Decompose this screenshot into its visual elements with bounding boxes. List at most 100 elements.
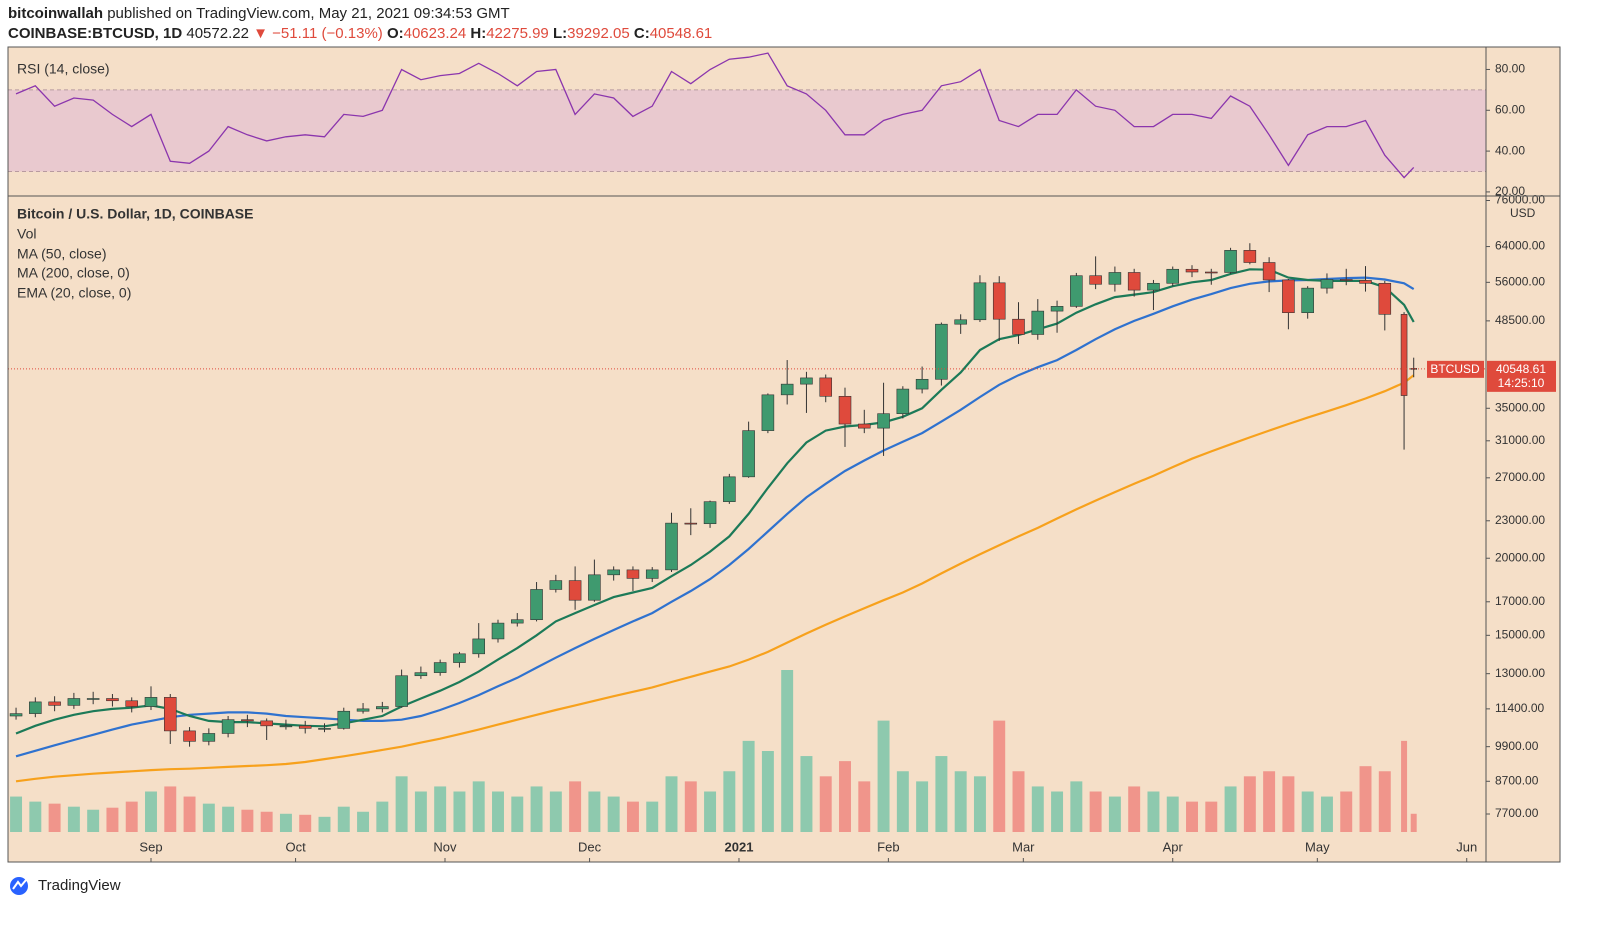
candle-body [530,589,543,621]
volume-bar [549,791,562,832]
volume-bar [492,791,504,832]
y-tick-label: 56000.00 [1495,275,1545,289]
candle-body [337,710,351,729]
header-line: COINBASE:BTCUSD, 1D 40572.22 ▼ −51.11 (−… [8,24,712,44]
volume-bar [1051,791,1064,832]
volume-bar [376,801,389,832]
candle-body [163,697,177,732]
rsi-tick-label: 40.00 [1495,143,1525,157]
rsi-tick-label: 20.00 [1495,184,1525,198]
candle-body [819,377,833,397]
x-tick-label: Sep [139,839,162,854]
candle-body [703,501,717,525]
candle-body [318,728,331,730]
candle-body [414,672,428,677]
brand: TradingView [38,877,121,894]
candle-body [125,700,138,707]
volume-bar [453,791,466,832]
y-tick-label: 76000.00 [1495,193,1545,207]
volume-bar [1320,796,1333,832]
volume-bar [202,803,215,832]
candle-body [9,713,23,717]
candle-body [1224,250,1237,273]
volume-bar [125,801,138,832]
candle-body [877,413,890,429]
candle-body [973,282,987,321]
y-tick-label: 27000.00 [1495,470,1545,484]
candle-body [549,580,563,590]
candle-body [1282,279,1295,314]
volume-bar [357,811,370,832]
volume-bar [1378,771,1391,832]
volume-bar [10,796,23,832]
candle-body [221,719,235,734]
volume-bar [916,781,929,832]
last: 40572.22 [186,25,249,42]
volume-bar [877,720,890,832]
published: published on TradingView.com, May 21, 20… [107,5,510,22]
y-tick-label: 15000.00 [1495,627,1545,641]
volume-bar [993,720,1006,832]
change: −51.11 (−0.13%) [272,25,383,42]
volume-bar [1359,766,1372,832]
volume-bar [839,761,851,832]
volume-bar [1128,786,1141,832]
candle-body [1262,262,1276,281]
volume-bar [164,786,177,832]
c: 40548.61 [649,25,713,42]
candle-body [1089,275,1102,285]
volume-bar [260,811,273,832]
candle-body [202,733,216,742]
volume-bar [106,807,119,832]
candle-body [607,569,620,576]
volume-bar [569,781,582,832]
currency: USD [1510,206,1536,220]
l-label: L: [552,25,568,42]
candle-body [1243,250,1257,263]
candle-body [67,698,81,706]
volume-bar [87,809,100,832]
candle-body [1301,287,1314,314]
volume-bar [1224,786,1237,832]
chart-title: Bitcoin / U.S. Dollar, 1D, COINBASE [17,206,253,222]
volume-bar [935,756,948,832]
indicator-line [15,276,1415,758]
candle-body [433,662,447,673]
y-tick-label: 17000.00 [1495,594,1545,608]
candle-body [954,319,967,325]
candle-body [1127,272,1141,291]
header: bitcoinwallah published on TradingView.c… [8,4,712,44]
volume-bar [819,776,832,832]
candle-body [106,698,119,702]
candle-body [1108,272,1122,285]
candle-body [279,725,293,728]
candle-body [1166,268,1180,284]
symbol-box [1427,360,1484,378]
y-tick-label: 31000.00 [1495,433,1545,447]
volume-bar [530,786,543,832]
volume-bar [1108,796,1121,832]
candle-body [511,619,524,624]
candle-body [395,675,408,707]
candle-body [645,569,659,579]
symbol-label: BTCUSD [1430,362,1480,376]
volume-bar [742,740,755,832]
y-tick-label: 23000.00 [1495,513,1545,527]
candle-body [1359,280,1372,284]
volume-bar [684,781,697,832]
price-label: 40548.61 [1496,362,1546,376]
candle-body [1185,268,1199,273]
volume-bar [761,751,774,832]
indicator-line [15,374,1415,783]
candle-body [761,394,775,431]
volume-bar [1012,771,1025,832]
volume-bar [1205,801,1218,832]
rsi-tick-label: 80.00 [1495,62,1525,76]
volume-bar [48,803,61,832]
rsi-line [15,52,1415,179]
candle-body [858,423,871,429]
volume-bar [896,771,909,832]
h: 42275.99 [486,25,549,42]
candle-body [183,730,196,742]
